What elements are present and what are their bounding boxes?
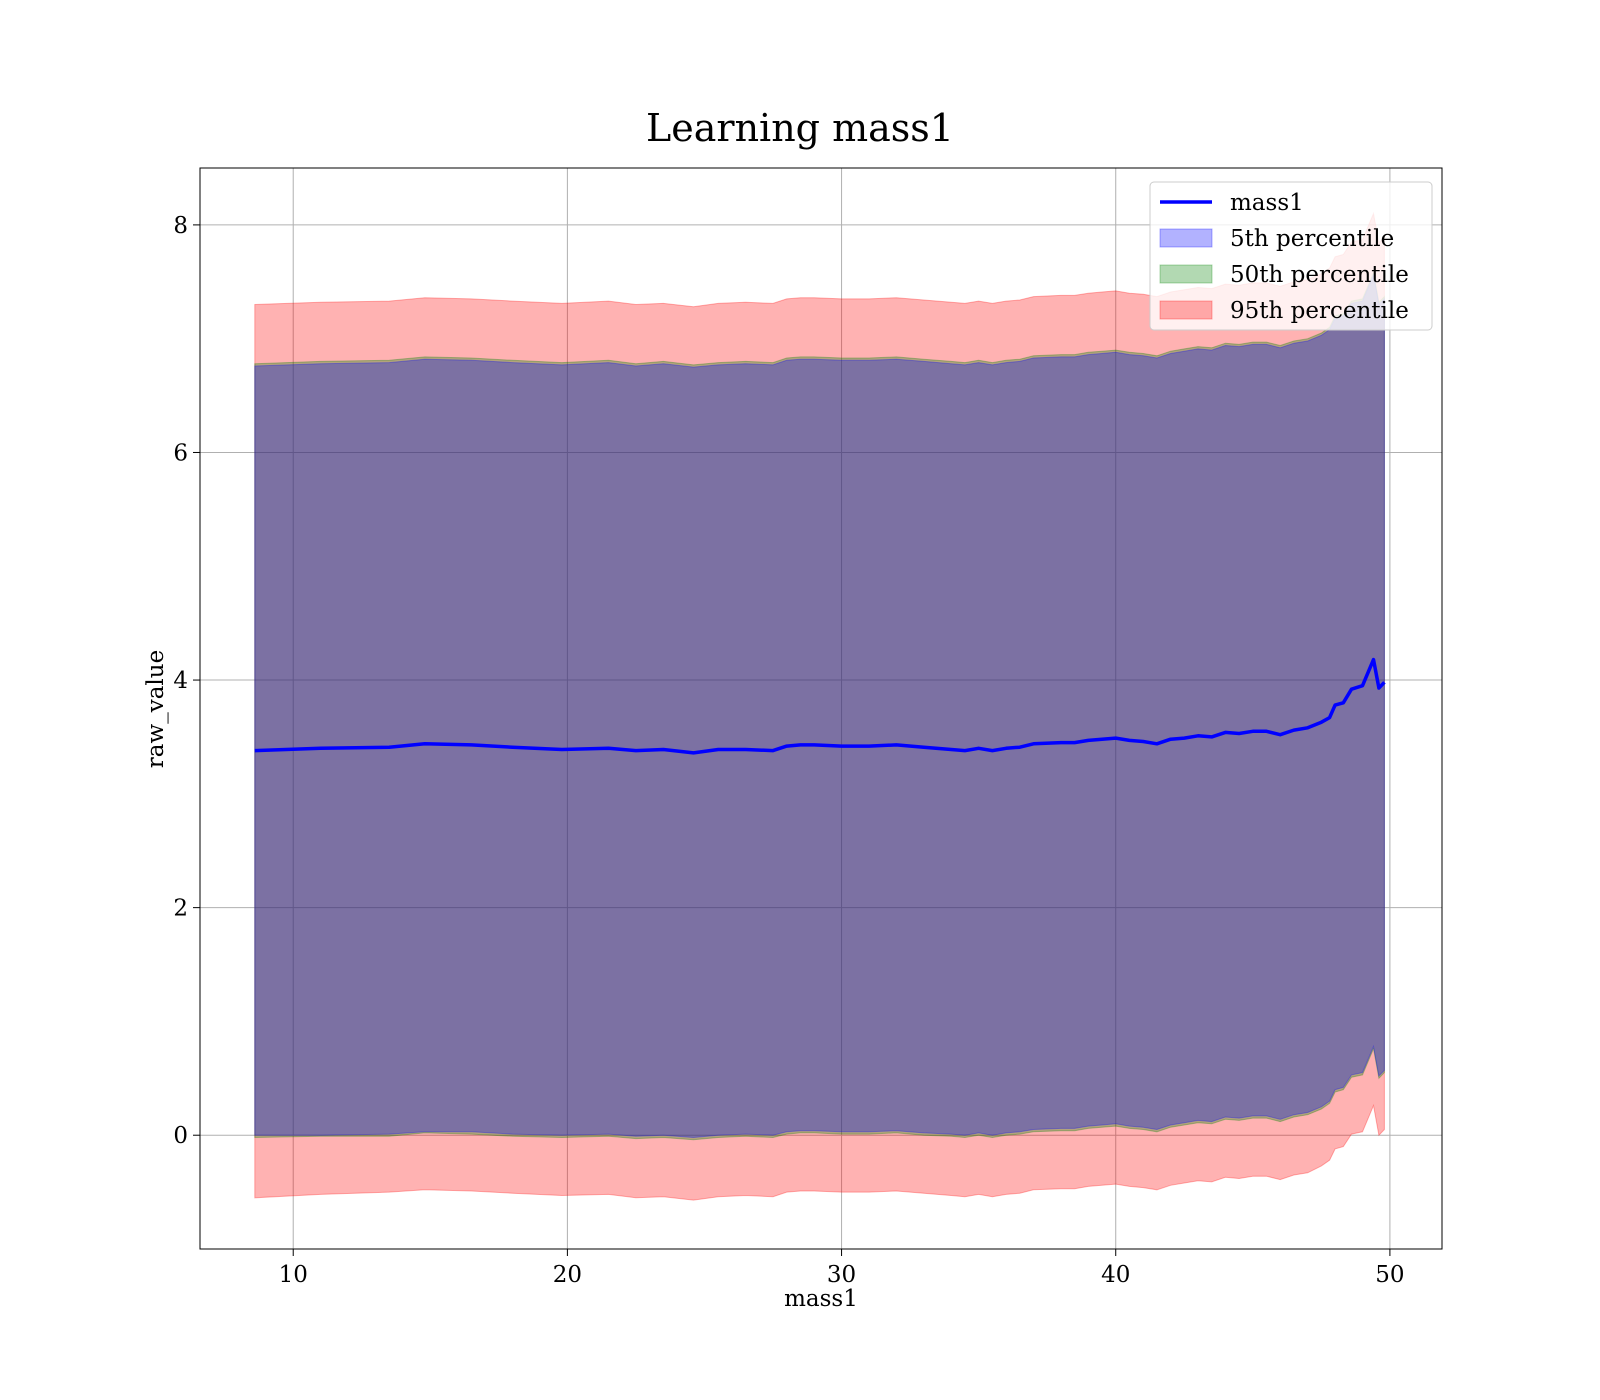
y-tick-label: 6: [173, 440, 188, 466]
legend-label: 5th percentile: [1230, 226, 1394, 252]
legend: mass1 5th percentile 50th percentile 95th p…: [1149, 181, 1433, 331]
band-50th-percentile: [254, 270, 1385, 1141]
y-axis-label: raw_value: [143, 650, 169, 768]
percentile-bands: [254, 211, 1385, 1201]
y-tick-label: 4: [173, 668, 188, 694]
legend-swatch: [1159, 264, 1213, 284]
x-tick-label: 40: [1101, 1262, 1130, 1288]
legend-label: 95th percentile: [1230, 298, 1409, 324]
x-tick-label: 10: [279, 1262, 308, 1288]
axis-ticks: 10 20 30 40 50 0 2 4 6 8: [173, 213, 1404, 1288]
x-tick-label: 20: [553, 1262, 582, 1288]
y-tick-label: 2: [173, 896, 188, 922]
legend-label: 50th percentile: [1230, 262, 1409, 288]
series-lines: [254, 657, 1386, 755]
x-tick-label: 50: [1375, 1262, 1404, 1288]
x-tick-label: 30: [827, 1262, 856, 1288]
chart-title: Learning mass1: [646, 106, 954, 150]
legend-swatch: [1159, 300, 1213, 320]
legend-swatch: [1159, 228, 1213, 248]
legend-label: mass1: [1230, 190, 1304, 216]
line-mass1: [254, 657, 1386, 755]
band-95th-percentile: [254, 211, 1385, 1201]
y-tick-label: 8: [173, 213, 188, 239]
band-5th-percentile: [254, 273, 1385, 1139]
x-axis-label: mass1: [784, 1286, 858, 1312]
legend-box: [1149, 181, 1433, 331]
plot-frame: [199, 167, 1443, 1250]
y-tick-label: 0: [173, 1123, 188, 1149]
